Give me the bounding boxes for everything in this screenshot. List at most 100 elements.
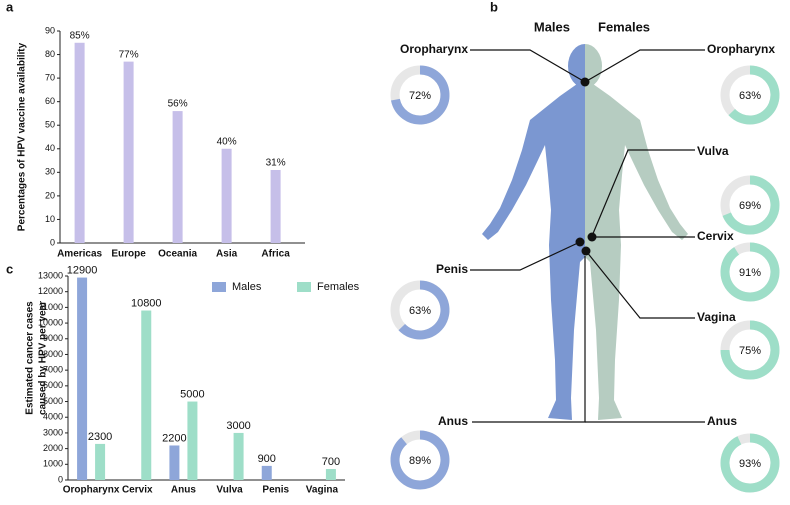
value-label: 5000	[180, 388, 204, 400]
legend-swatch	[212, 282, 226, 292]
x-tick-label: Cervix	[122, 485, 153, 496]
site-label: Oropharynx	[707, 42, 775, 56]
body	[482, 84, 585, 420]
head	[568, 44, 585, 88]
value-label: 900	[258, 453, 276, 465]
bar	[123, 61, 134, 243]
value-label: 3000	[226, 420, 250, 432]
leader-line	[470, 241, 581, 271]
value-label: 700	[322, 456, 340, 468]
y-tick-label: 13000	[38, 270, 63, 280]
series-name: Males	[534, 19, 570, 34]
value-label: 2200	[162, 432, 186, 444]
site-label: Vagina	[697, 310, 736, 324]
body-half	[482, 44, 585, 420]
site-dot	[575, 237, 585, 247]
value-label: 85%	[70, 30, 90, 41]
legend-label: Females	[317, 281, 360, 293]
panel-label: a	[6, 0, 14, 14]
donut-arc	[390, 430, 450, 490]
x-tick-label: Anus	[171, 485, 196, 496]
bar	[141, 310, 152, 480]
y-tick-label: 4000	[43, 412, 63, 422]
x-tick-label: Americas	[57, 249, 102, 260]
y-tick-label: 90	[45, 25, 55, 35]
donut-label: 72%	[409, 90, 431, 102]
site-label: Anus	[438, 414, 468, 428]
bar	[77, 277, 88, 480]
y-tick-label: 6000	[43, 380, 63, 390]
donut-arc	[728, 65, 780, 125]
value-label: 2300	[88, 431, 112, 443]
x-tick-label: Oceania	[158, 249, 197, 260]
y-tick-label: 30	[45, 167, 55, 177]
donut-arc	[391, 65, 450, 125]
donut-label: 75%	[739, 345, 761, 357]
neck	[577, 80, 585, 94]
y-tick-label: 10000	[38, 317, 63, 327]
bar	[233, 432, 244, 480]
x-tick-label: Europe	[111, 249, 146, 260]
x-tick-label: Asia	[216, 249, 238, 260]
y-tick-label: 0	[58, 474, 63, 484]
y-tick-label: 2000	[43, 443, 63, 453]
value-label: 77%	[119, 49, 139, 60]
legend-swatch	[297, 282, 311, 292]
donut-arc	[722, 175, 780, 235]
y-tick-label: 5000	[43, 396, 63, 406]
x-tick-label: Oropharynx	[63, 485, 120, 496]
donut-label: 69%	[739, 200, 761, 212]
leader-line	[591, 149, 695, 237]
y-tick-label: 7000	[43, 365, 63, 375]
y-tick-label: 12000	[38, 286, 63, 296]
y-tick-label: 0	[50, 237, 55, 247]
site-label: Vulva	[697, 144, 729, 158]
bar	[187, 401, 198, 480]
y-tick-label: 70	[45, 72, 55, 82]
donut-label: 63%	[409, 305, 431, 317]
y-tick-label: 9000	[43, 333, 63, 343]
y-tick-label: 60	[45, 96, 55, 106]
panel-label: b	[490, 0, 498, 14]
bar	[221, 148, 232, 243]
y-tick-label: 80	[45, 49, 55, 59]
body	[585, 84, 688, 420]
body-half	[585, 44, 688, 420]
panel-label: c	[6, 261, 13, 276]
y-tick-label: 1000	[43, 459, 63, 469]
donut-label: 63%	[739, 90, 761, 102]
site-label: Cervix	[697, 229, 734, 243]
y-tick-label: 3000	[43, 427, 63, 437]
y-axis-label: Estimated cancer cases	[25, 301, 36, 415]
x-tick-label: Africa	[261, 249, 290, 260]
site-dot	[587, 232, 597, 242]
bar	[74, 42, 85, 244]
site-label: Oropharynx	[400, 42, 468, 56]
value-label: 10800	[131, 297, 162, 309]
leader-line	[585, 250, 695, 319]
site-label: Anus	[707, 414, 737, 428]
x-tick-label: Vagina	[306, 485, 339, 496]
value-label: 12900	[67, 264, 98, 276]
value-label: 31%	[266, 158, 286, 169]
site-label: Penis	[436, 262, 468, 276]
donut-label: 89%	[409, 455, 431, 467]
y-tick-label: 8000	[43, 349, 63, 359]
y-tick-label: 40	[45, 143, 55, 153]
bar	[95, 443, 106, 480]
site-dot	[581, 246, 591, 256]
leader-line	[584, 49, 705, 83]
x-tick-label: Penis	[262, 485, 289, 496]
bar	[325, 469, 336, 480]
donut-arc	[720, 433, 780, 493]
leader-line	[470, 49, 586, 83]
y-axis-label: caused by HPV per year	[38, 301, 49, 415]
legend-label: Males	[232, 281, 262, 293]
y-tick-label: 10	[45, 214, 55, 224]
value-label: 56%	[168, 99, 188, 110]
y-tick-label: 20	[45, 190, 55, 200]
bar	[261, 465, 272, 480]
bar	[169, 445, 180, 480]
